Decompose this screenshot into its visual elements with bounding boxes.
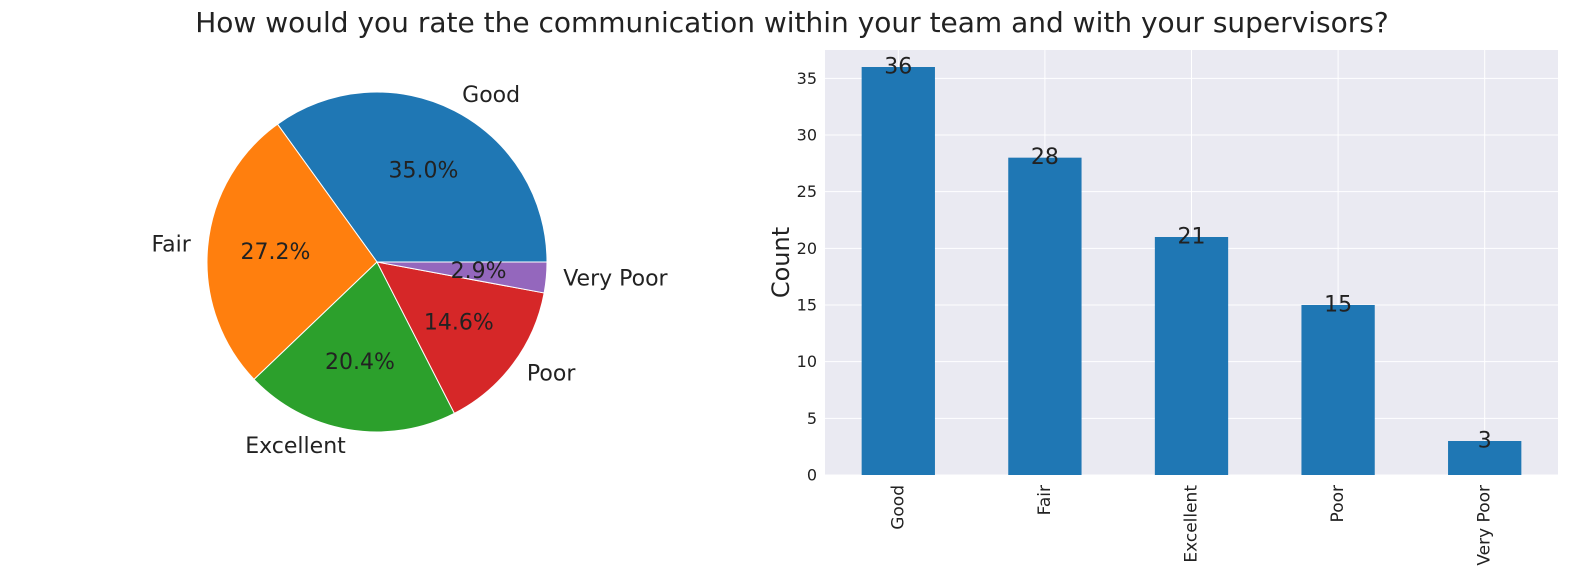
pie-percent-label-poor: 14.6% [424, 310, 494, 335]
pie-category-label-very-poor: Very Poor [563, 267, 668, 292]
bar-fair [1008, 157, 1082, 475]
pie-category-label-good: Good [462, 83, 520, 108]
bar-excellent [1154, 237, 1229, 475]
pie-category-label-poor: Poor [527, 361, 576, 386]
pie-category-label-excellent: Excellent [245, 434, 346, 459]
figure-title: How would you rate the communication wit… [195, 6, 1389, 39]
pie-chart: 35.0% Good 27.2% Fair 20.4% Excellent 14.6% Poo… [152, 83, 669, 459]
bar-good [861, 67, 935, 475]
pie-category-label-fair: Fair [152, 232, 192, 257]
bar-xtick-label-good: Good [888, 485, 908, 530]
pie-slice-good [276, 91, 548, 263]
bar-xtick-label-excellent: Excellent [1182, 485, 1202, 563]
bar-ytick-label: 10 [797, 352, 817, 371]
bar-value-label-good: 36 [884, 55, 912, 80]
pie-percent-label-very-poor: 2.9% [451, 259, 507, 284]
bar-xtick-label-poor: Poor [1328, 485, 1348, 522]
bar-ytick-label: 15 [797, 296, 817, 315]
pie-slice-excellent [253, 261, 456, 433]
bar-ytick-label: 30 [797, 126, 817, 145]
bar-ylabel: Count [767, 227, 795, 298]
bar-ytick-label: 35 [797, 69, 817, 88]
bar-value-label-poor: 15 [1324, 293, 1352, 318]
bar-ytick-label: 20 [797, 239, 817, 258]
bar-value-label-fair: 28 [1031, 145, 1059, 170]
bar-value-label-excellent: 21 [1178, 225, 1206, 250]
pie-percent-label-good: 35.0% [389, 159, 459, 184]
bar-ytick-label: 25 [797, 182, 817, 201]
pie-slice-poor [376, 261, 545, 415]
bar-value-label-very-poor: 3 [1478, 429, 1492, 454]
pie-percent-label-excellent: 20.4% [325, 350, 395, 375]
pie-percent-label-fair: 27.2% [240, 240, 310, 265]
pie-slice-very-poor [376, 261, 548, 294]
bar-very-poor [1448, 441, 1522, 475]
bar-ytick-label: 5 [807, 409, 817, 428]
bar-xtick-label-fair: Fair [1035, 485, 1055, 515]
pie-slice-fair [206, 123, 378, 381]
bar-ytick-label: 0 [807, 466, 817, 485]
bar-xtick-label-very-poor: Very Poor [1475, 485, 1495, 566]
bar-poor [1301, 305, 1375, 475]
